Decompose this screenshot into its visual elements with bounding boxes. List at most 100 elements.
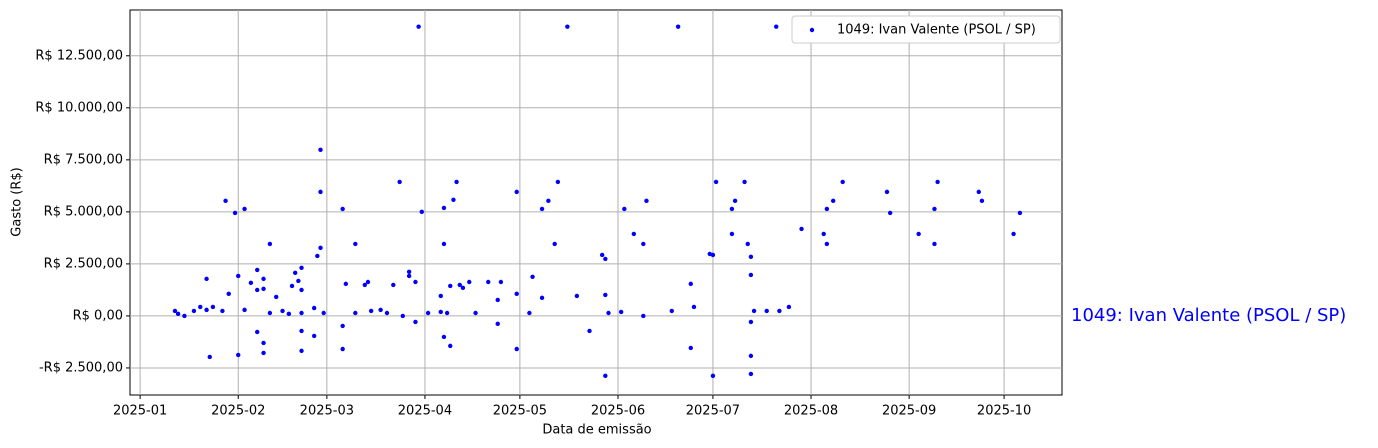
point bbox=[830, 198, 836, 204]
point bbox=[748, 272, 754, 278]
point bbox=[539, 206, 545, 212]
point bbox=[884, 189, 890, 195]
point bbox=[675, 24, 681, 29]
point bbox=[688, 281, 693, 287]
point bbox=[406, 273, 412, 279]
point bbox=[220, 308, 225, 314]
point bbox=[175, 311, 181, 317]
point bbox=[242, 206, 247, 212]
y-tick-label: R$ 12.500,00 bbox=[35, 48, 123, 63]
point bbox=[321, 310, 326, 316]
point bbox=[353, 241, 358, 247]
point bbox=[384, 310, 390, 316]
point bbox=[444, 310, 450, 316]
point bbox=[448, 343, 453, 349]
point bbox=[413, 279, 418, 285]
point bbox=[280, 308, 285, 314]
y-tick-label: -R$ 2.500,00 bbox=[39, 360, 123, 375]
y-tick-label: R$ 2.500,00 bbox=[44, 256, 123, 271]
legend-marker bbox=[809, 27, 815, 33]
x-tick-label: 2025-04 bbox=[398, 404, 452, 419]
legend-box bbox=[791, 15, 1061, 44]
point bbox=[343, 281, 349, 287]
x-tick-label: 2025-01 bbox=[113, 404, 167, 419]
point bbox=[286, 311, 292, 317]
point bbox=[555, 179, 561, 185]
point bbox=[887, 210, 893, 216]
y-tick-label: R$ 0,00 bbox=[73, 308, 123, 323]
point bbox=[748, 371, 754, 377]
point bbox=[318, 147, 323, 153]
point bbox=[764, 308, 769, 314]
point bbox=[248, 280, 254, 286]
point bbox=[397, 179, 402, 185]
point bbox=[729, 231, 735, 237]
point bbox=[299, 328, 304, 334]
point bbox=[824, 241, 830, 247]
point bbox=[448, 283, 453, 289]
point bbox=[574, 293, 580, 299]
point bbox=[514, 346, 519, 352]
point bbox=[631, 231, 637, 237]
point bbox=[751, 308, 757, 314]
point bbox=[400, 313, 405, 319]
x-tick-label: 2025-08 bbox=[784, 404, 838, 419]
point bbox=[299, 265, 304, 271]
point bbox=[976, 189, 981, 195]
point bbox=[255, 287, 260, 293]
point bbox=[204, 276, 209, 282]
point bbox=[514, 189, 519, 195]
point bbox=[748, 254, 754, 260]
point bbox=[441, 241, 447, 247]
point bbox=[441, 205, 447, 211]
point bbox=[438, 293, 443, 299]
x-tick-label: 2025-10 bbox=[977, 404, 1031, 419]
point bbox=[669, 308, 674, 314]
x-tick-label: 2025-09 bbox=[882, 404, 936, 419]
point bbox=[267, 241, 273, 247]
point bbox=[748, 353, 754, 359]
point bbox=[495, 321, 500, 327]
point bbox=[368, 308, 374, 314]
point bbox=[318, 245, 323, 251]
point bbox=[438, 309, 443, 315]
point bbox=[267, 310, 273, 316]
point bbox=[210, 304, 216, 310]
point bbox=[172, 308, 178, 314]
point bbox=[441, 334, 447, 340]
point bbox=[299, 310, 304, 316]
point bbox=[916, 231, 921, 237]
x-tick-label: 2025-06 bbox=[591, 404, 645, 419]
point bbox=[713, 179, 719, 185]
point bbox=[932, 206, 937, 212]
point bbox=[599, 252, 605, 258]
point bbox=[486, 279, 491, 285]
point bbox=[587, 328, 592, 334]
point bbox=[527, 310, 532, 316]
point bbox=[799, 226, 804, 232]
point bbox=[565, 24, 570, 29]
point bbox=[641, 241, 646, 247]
point bbox=[821, 231, 826, 237]
point bbox=[748, 319, 754, 325]
point bbox=[318, 189, 323, 195]
point bbox=[688, 345, 693, 351]
point bbox=[514, 291, 519, 297]
point bbox=[315, 253, 320, 259]
x-tick-label: 2025-02 bbox=[211, 404, 265, 419]
point bbox=[603, 292, 608, 298]
point bbox=[378, 307, 383, 313]
point bbox=[1011, 231, 1016, 237]
point bbox=[299, 287, 304, 293]
point bbox=[691, 304, 697, 310]
point bbox=[406, 269, 412, 274]
point bbox=[979, 198, 985, 204]
point bbox=[311, 333, 317, 339]
point bbox=[618, 309, 624, 315]
point bbox=[777, 308, 782, 314]
y-tick-label: R$ 10.000,00 bbox=[35, 100, 123, 115]
point bbox=[552, 241, 557, 247]
point bbox=[419, 209, 424, 215]
point bbox=[732, 198, 738, 204]
